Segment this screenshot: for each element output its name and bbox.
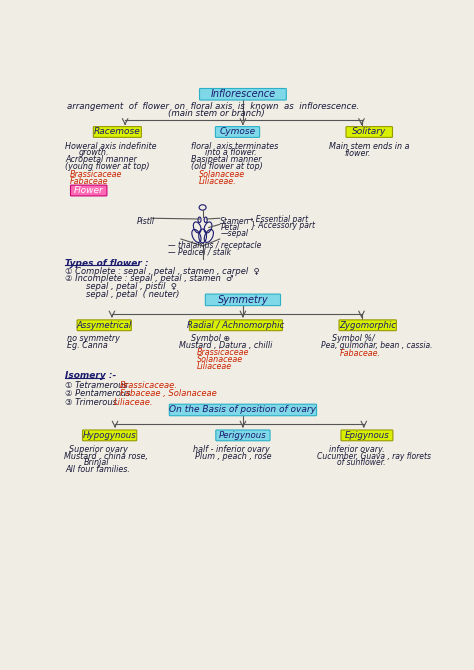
FancyBboxPatch shape: [169, 404, 317, 415]
Text: Isomery :-: Isomery :-: [65, 371, 117, 381]
Text: Hypogynous: Hypogynous: [83, 431, 137, 440]
Text: (young flower at top): (young flower at top): [65, 162, 150, 171]
Text: Petal: Petal: [220, 223, 239, 232]
Text: Types of flower :: Types of flower :: [65, 259, 149, 268]
Text: Fabaceae.: Fabaceae.: [340, 349, 381, 358]
Text: Fabaceae: Fabaceae: [70, 177, 109, 186]
Text: Fabaceae , Solanaceae: Fabaceae , Solanaceae: [120, 389, 217, 398]
FancyBboxPatch shape: [190, 320, 283, 331]
Text: Perigynous: Perigynous: [219, 431, 267, 440]
Text: Liliaceae.: Liliaceae.: [199, 177, 237, 186]
Text: (old flower at top): (old flower at top): [191, 162, 263, 171]
Text: Cucumber, Guava , ray florets: Cucumber, Guava , ray florets: [317, 452, 430, 460]
Text: —sepal: —sepal: [220, 229, 248, 238]
FancyBboxPatch shape: [215, 127, 260, 137]
Text: Brinjal: Brinjal: [84, 458, 109, 468]
Text: Inflorescence: Inflorescence: [210, 89, 275, 99]
FancyBboxPatch shape: [339, 320, 396, 331]
Text: Symbol %/: Symbol %/: [332, 334, 375, 344]
Text: Acropetal manner: Acropetal manner: [65, 155, 137, 164]
Text: Eg. Canna: Eg. Canna: [67, 342, 108, 350]
FancyBboxPatch shape: [200, 88, 286, 100]
Text: growth.: growth.: [79, 148, 109, 157]
Text: Liliaceae.: Liliaceae.: [113, 397, 153, 407]
Text: Mustard , china rose,: Mustard , china rose,: [64, 452, 148, 460]
FancyBboxPatch shape: [205, 294, 281, 306]
Text: Epigynous: Epigynous: [345, 431, 389, 440]
Text: ① Tetramerous: ① Tetramerous: [65, 381, 128, 390]
Text: — Pedicel / stalk: — Pedicel / stalk: [168, 247, 231, 257]
Text: Plum , peach , rose: Plum , peach , rose: [195, 452, 272, 460]
Text: Pea, gulmohar, bean , cassia.: Pea, gulmohar, bean , cassia.: [321, 342, 433, 350]
Text: (main stem or branch): (main stem or branch): [168, 109, 264, 118]
Text: of sunflower.: of sunflower.: [337, 458, 385, 468]
Text: no symmetry: no symmetry: [67, 334, 120, 344]
Text: Brassicaceae: Brassicaceae: [70, 170, 122, 179]
Text: Symbol ⊕: Symbol ⊕: [191, 334, 230, 344]
Text: floral  axis terminates: floral axis terminates: [191, 142, 278, 151]
Text: Zygomorphic: Zygomorphic: [339, 321, 396, 330]
Text: Main stem ends in a: Main stem ends in a: [329, 142, 410, 151]
Text: Liliaceae: Liliaceae: [197, 362, 232, 371]
Text: sepal , petal , pistil  ♀: sepal , petal , pistil ♀: [86, 282, 177, 291]
Text: ② Incomplete : sepal , petal , stamen  ♂: ② Incomplete : sepal , petal , stamen ♂: [65, 275, 234, 283]
Text: } Accessory part: } Accessory part: [251, 221, 316, 230]
Text: arrangement  of  flower  on  floral axis  is  known  as  inflorescence.: arrangement of flower on floral axis is …: [67, 102, 359, 111]
FancyBboxPatch shape: [341, 430, 393, 441]
Text: On the Basis of position of ovary: On the Basis of position of ovary: [169, 405, 317, 415]
Text: sepal , petal  ( neuter): sepal , petal ( neuter): [86, 290, 180, 299]
Text: All four families.: All four families.: [65, 466, 130, 474]
Text: Basipetal manner: Basipetal manner: [191, 155, 262, 164]
FancyBboxPatch shape: [346, 127, 392, 137]
FancyBboxPatch shape: [93, 127, 141, 137]
Text: ② Pentamerous: ② Pentamerous: [65, 389, 131, 398]
Text: Brassicaceae: Brassicaceae: [197, 348, 250, 357]
FancyBboxPatch shape: [77, 320, 131, 331]
Text: ① Complete : sepal , petal , stamen , carpel  ♀: ① Complete : sepal , petal , stamen , ca…: [65, 267, 260, 276]
FancyBboxPatch shape: [71, 185, 107, 196]
Text: Assymetrical: Assymetrical: [77, 321, 132, 330]
FancyBboxPatch shape: [216, 430, 270, 441]
Text: Pistil: Pistil: [137, 216, 155, 226]
Text: Solanaceae: Solanaceae: [199, 170, 245, 179]
Text: Radial / Achnomorphic: Radial / Achnomorphic: [187, 321, 284, 330]
Text: Flower: Flower: [74, 186, 104, 195]
Text: flower.: flower.: [345, 149, 371, 158]
Text: Stamen: Stamen: [220, 216, 250, 226]
Text: ③ Trimerous: ③ Trimerous: [65, 397, 118, 407]
Text: half - inferior ovary: half - inferior ovary: [192, 445, 269, 454]
Text: Superior ovary: Superior ovary: [69, 445, 128, 454]
Text: into a flower.: into a flower.: [205, 148, 256, 157]
Text: Solanaceae: Solanaceae: [197, 355, 243, 364]
Text: Solitary: Solitary: [352, 127, 386, 137]
Text: Howeral axis indefinite: Howeral axis indefinite: [65, 142, 157, 151]
Text: Cymose: Cymose: [219, 127, 255, 137]
Text: Brassicaceae.: Brassicaceae.: [120, 381, 178, 390]
Text: inferior ovary.: inferior ovary.: [329, 445, 384, 454]
Text: — thalamus / receptacle: — thalamus / receptacle: [168, 241, 261, 249]
Text: → Essential part: → Essential part: [247, 215, 308, 224]
Text: Racemose: Racemose: [94, 127, 141, 137]
Text: Symmetry: Symmetry: [218, 295, 268, 305]
FancyBboxPatch shape: [82, 430, 137, 441]
Text: Mustard , Datura , chilli: Mustard , Datura , chilli: [179, 342, 273, 350]
